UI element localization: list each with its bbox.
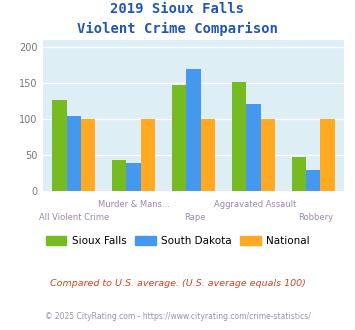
Bar [126, 163, 141, 191]
Bar [112, 160, 126, 191]
Text: Aggravated Assault: Aggravated Assault [214, 200, 296, 209]
Bar [321, 119, 335, 191]
Text: Violent Crime Comparison: Violent Crime Comparison [77, 21, 278, 36]
Text: 2019 Sioux Falls: 2019 Sioux Falls [110, 2, 245, 16]
Bar [172, 85, 186, 191]
Bar [306, 170, 321, 191]
Bar [246, 104, 261, 191]
Bar [66, 115, 81, 191]
Bar [232, 82, 246, 191]
Text: Rape: Rape [184, 213, 206, 222]
Bar [186, 69, 201, 191]
Text: All Violent Crime: All Violent Crime [39, 213, 109, 222]
Bar [292, 157, 306, 191]
Bar [141, 119, 155, 191]
Bar [81, 119, 95, 191]
Bar [261, 119, 275, 191]
Text: Murder & Mans...: Murder & Mans... [98, 200, 170, 209]
Bar [201, 119, 215, 191]
Text: Robbery: Robbery [298, 213, 333, 222]
Legend: Sioux Falls, South Dakota, National: Sioux Falls, South Dakota, National [42, 232, 313, 250]
Text: Compared to U.S. average. (U.S. average equals 100): Compared to U.S. average. (U.S. average … [50, 279, 305, 288]
Text: © 2025 CityRating.com - https://www.cityrating.com/crime-statistics/: © 2025 CityRating.com - https://www.city… [45, 312, 310, 321]
Bar [52, 100, 66, 191]
